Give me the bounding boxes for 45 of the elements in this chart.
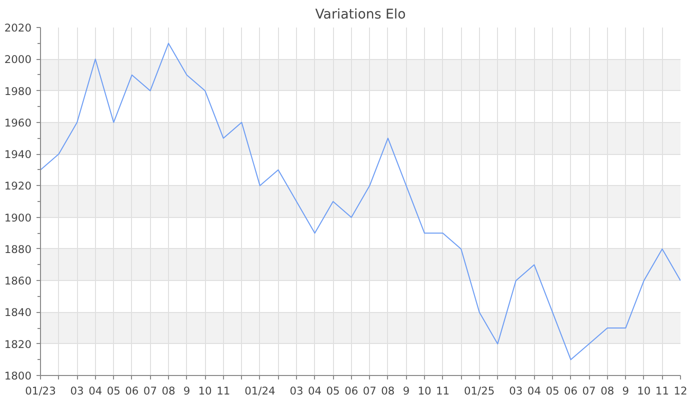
y-tick-label: 1900	[4, 211, 32, 224]
x-tick-label: 9	[402, 384, 410, 398]
y-tick-label: 2000	[4, 53, 32, 66]
x-tick-label: 03	[290, 384, 304, 398]
chart-title: Variations Elo	[315, 8, 406, 22]
x-tick-label: 07	[362, 384, 376, 398]
x-tick-label: 07	[143, 384, 157, 398]
y-tick-label: 1920	[4, 180, 32, 193]
y-tick-label: 1820	[4, 338, 32, 351]
x-tick-label: 04	[527, 384, 542, 398]
x-tick-label: 04	[88, 384, 102, 398]
x-tick-label: 04	[308, 384, 322, 398]
x-tick-label: 11	[216, 384, 230, 398]
x-tick-label: 07	[582, 384, 596, 398]
x-tick-label: 05	[106, 384, 120, 398]
line-series	[40, 42, 680, 360]
x-tick-label: 01/23	[25, 384, 56, 398]
x-tick-label: 10	[198, 384, 212, 398]
y-tick-label: 1940	[4, 148, 32, 162]
x-tick-label: 08	[381, 384, 395, 398]
x-tick-label: 11	[436, 384, 450, 398]
x-tick-label: 08	[162, 384, 176, 398]
y-tick-label: 2020	[4, 22, 32, 34]
x-tick-label: 05	[326, 384, 340, 398]
x-tick-label: 03	[509, 384, 523, 398]
x-tick-label: 9	[183, 384, 190, 398]
x-tick-label: 05	[546, 384, 560, 398]
y-tick-label: 1880	[4, 242, 32, 256]
y-tick-label: 1840	[4, 306, 32, 320]
x-tick-label: 10	[418, 384, 432, 398]
y-tick-label: 1960	[4, 116, 32, 130]
x-tick-label: 01/25	[464, 384, 495, 398]
x-tick-label: 06	[125, 384, 139, 398]
x-tick-label: 10	[637, 384, 651, 398]
x-tick-label: 12	[674, 384, 688, 398]
x-tick-label: 01/24	[244, 384, 276, 398]
x-tick-label: 06	[344, 384, 358, 398]
y-tick-label: 1800	[4, 370, 32, 382]
x-tick-label: 11	[655, 384, 669, 398]
y-tick-label: 1860	[4, 274, 32, 288]
y-tick-label: 1980	[4, 84, 32, 98]
x-tick-label: 9	[622, 384, 630, 398]
x-tick-label: 03	[70, 384, 84, 398]
x-tick-label: 06	[564, 384, 578, 398]
x-tick-label: 08	[600, 384, 614, 398]
